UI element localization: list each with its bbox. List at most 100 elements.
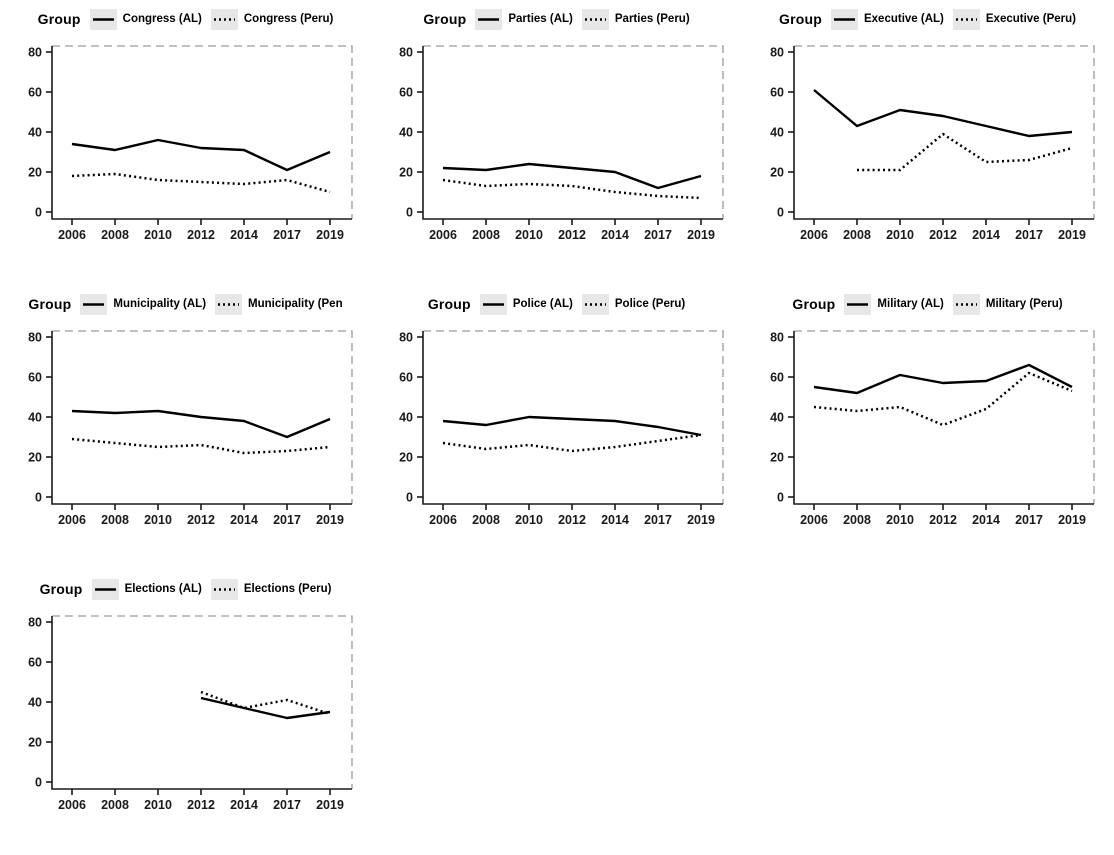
x-axis-tick-label: 2014 bbox=[601, 228, 629, 242]
legend-key-dotted-line bbox=[952, 293, 980, 315]
series-line-peru bbox=[442, 433, 702, 453]
axis-lines bbox=[51, 331, 352, 505]
y-axis-tick-label: 60 bbox=[399, 371, 413, 385]
legend-item: Executive (AL) bbox=[830, 8, 944, 30]
x-axis-tick-label: 2014 bbox=[972, 228, 1000, 242]
y-axis-tick-label: 80 bbox=[399, 46, 413, 60]
series-line-al bbox=[442, 162, 702, 190]
plot-area: 0 20 40 60 80 2006 2008 2010 2012 2014 2017 2019 bbox=[371, 323, 742, 570]
y-axis-tick-label: 40 bbox=[28, 411, 42, 425]
y-axis-tick-label: 60 bbox=[28, 371, 42, 385]
series-line-al bbox=[71, 138, 331, 172]
panel-dashed-border bbox=[52, 615, 353, 789]
x-axis-tick-label: 2006 bbox=[429, 228, 457, 242]
x-axis-tick-label: 2014 bbox=[230, 798, 258, 812]
chart-plot-svg: 0 20 40 60 80 2006 2008 2010 2012 2014 2017 2019 bbox=[770, 45, 1095, 242]
x-axis-tick-label: 2012 bbox=[187, 798, 215, 812]
chart-legend: Group Police (AL) Police (Peru) bbox=[371, 285, 742, 323]
legend-title: Group bbox=[423, 11, 467, 27]
facet-chart: Group Elections (AL) Elections (Peru) 0 20… bbox=[0, 570, 371, 855]
x-axis-tick-label: 2012 bbox=[187, 513, 215, 527]
series-line-peru bbox=[71, 172, 331, 194]
x-axis-tick-label: 2014 bbox=[230, 228, 258, 242]
legend-key-solid-line bbox=[91, 578, 119, 600]
y-axis-tick-label: 20 bbox=[28, 736, 42, 750]
legend-item: Military (AL) bbox=[844, 293, 944, 315]
x-axis-tick-label: 2019 bbox=[316, 228, 344, 242]
axis-lines bbox=[793, 331, 1094, 505]
y-axis-tick-label: 20 bbox=[399, 166, 413, 180]
y-axis-tick-label: 40 bbox=[28, 126, 42, 140]
legend-series-label: Municipality (Pen bbox=[248, 298, 343, 310]
y-axis-tick-label: 0 bbox=[777, 491, 784, 505]
x-axis-tick-label: 2008 bbox=[101, 798, 129, 812]
series-line-peru bbox=[200, 690, 331, 716]
legend-series-label: Military (AL) bbox=[877, 298, 944, 310]
y-axis-tick-label: 80 bbox=[399, 331, 413, 345]
x-axis-tick-label: 2012 bbox=[558, 513, 586, 527]
y-axis-tick-label: 0 bbox=[35, 776, 42, 790]
x-axis-tick-label: 2006 bbox=[58, 513, 86, 527]
legend-title: Group bbox=[28, 296, 72, 312]
chart-plot-svg: 0 20 40 60 80 2006 2008 2010 2012 2014 2017 2019 bbox=[399, 330, 724, 527]
plot-area: 0 20 40 60 80 2006 2008 2010 2012 2014 2017 2019 bbox=[742, 38, 1113, 285]
y-axis-tick-label: 80 bbox=[28, 46, 42, 60]
legend-key-dotted-line bbox=[215, 293, 243, 315]
x-axis-tick-label: 2010 bbox=[144, 228, 172, 242]
legend-series-label: Military (Peru) bbox=[985, 298, 1063, 310]
legend-key-dotted-line bbox=[952, 8, 980, 30]
x-axis-tick-label: 2006 bbox=[800, 228, 828, 242]
y-axis-tick-label: 20 bbox=[28, 166, 42, 180]
panel-dashed-border bbox=[52, 330, 353, 504]
x-axis-tick-label: 2012 bbox=[558, 228, 586, 242]
y-axis-tick-label: 80 bbox=[28, 331, 42, 345]
legend-title: Group bbox=[792, 296, 836, 312]
x-axis-tick-label: 2008 bbox=[472, 513, 500, 527]
axis-lines bbox=[793, 46, 1094, 220]
x-axis-tick-label: 2019 bbox=[1058, 228, 1086, 242]
panel-dashed-border bbox=[794, 330, 1095, 504]
x-axis-tick-label: 2014 bbox=[972, 513, 1000, 527]
legend-title: Group bbox=[778, 11, 822, 27]
y-axis-tick-label: 80 bbox=[28, 616, 42, 630]
x-axis-tick-label: 2019 bbox=[316, 513, 344, 527]
x-axis-tick-label: 2014 bbox=[230, 513, 258, 527]
x-axis-tick-label: 2008 bbox=[843, 513, 871, 527]
legend-key-solid-line bbox=[479, 293, 507, 315]
series-line-al bbox=[813, 89, 1073, 138]
legend-key-solid-line bbox=[475, 8, 503, 30]
legend-item: Elections (AL) bbox=[91, 578, 202, 600]
chart-plot-svg: 0 20 40 60 80 2006 2008 2010 2012 2014 2017 2019 bbox=[28, 330, 353, 527]
x-axis-tick-label: 2008 bbox=[101, 228, 129, 242]
chart-legend: Group Parties (AL) Parties (Peru) bbox=[371, 0, 742, 38]
y-axis-tick-label: 60 bbox=[28, 86, 42, 100]
legend-item: Police (Peru) bbox=[581, 293, 685, 315]
chart-legend: Group Executive (AL) Executive (Peru) bbox=[742, 0, 1113, 38]
plot-area: 0 20 40 60 80 2006 2008 2010 2012 2014 2017 2019 bbox=[371, 38, 742, 285]
legend-key-solid-line bbox=[80, 293, 108, 315]
x-axis-tick-label: 2017 bbox=[1015, 513, 1043, 527]
facet-chart: Group Executive (AL) Executive (Peru) 0 20… bbox=[742, 0, 1113, 285]
legend-key-solid-line bbox=[830, 8, 858, 30]
y-axis-tick-label: 40 bbox=[399, 126, 413, 140]
legend-item: Parties (AL) bbox=[475, 8, 573, 30]
legend-key-dotted-line bbox=[581, 8, 609, 30]
legend-series-label: Parties (AL) bbox=[508, 13, 573, 25]
chart-legend: Group Elections (AL) Elections (Peru) bbox=[0, 570, 371, 608]
chart-legend: Group Municipality (AL) Municipality (Pen bbox=[0, 285, 371, 323]
x-axis-tick-label: 2019 bbox=[687, 513, 715, 527]
y-axis-tick-label: 60 bbox=[770, 371, 784, 385]
x-axis-tick-label: 2008 bbox=[472, 228, 500, 242]
y-axis-tick-label: 0 bbox=[777, 206, 784, 220]
plot-area: 0 20 40 60 80 2006 2008 2010 2012 2014 2017 2019 bbox=[0, 608, 371, 855]
chart-plot-svg: 0 20 40 60 80 2006 2008 2010 2012 2014 2017 2019 bbox=[28, 615, 353, 812]
x-axis-tick-label: 2019 bbox=[687, 228, 715, 242]
x-axis-tick-label: 2012 bbox=[929, 513, 957, 527]
x-axis-tick-label: 2014 bbox=[601, 513, 629, 527]
series-line-peru bbox=[857, 132, 1073, 172]
panel-dashed-border bbox=[423, 330, 724, 504]
x-axis-tick-label: 2012 bbox=[187, 228, 215, 242]
chart-plot-svg: 0 20 40 60 80 2006 2008 2010 2012 2014 2017 2019 bbox=[770, 330, 1095, 527]
